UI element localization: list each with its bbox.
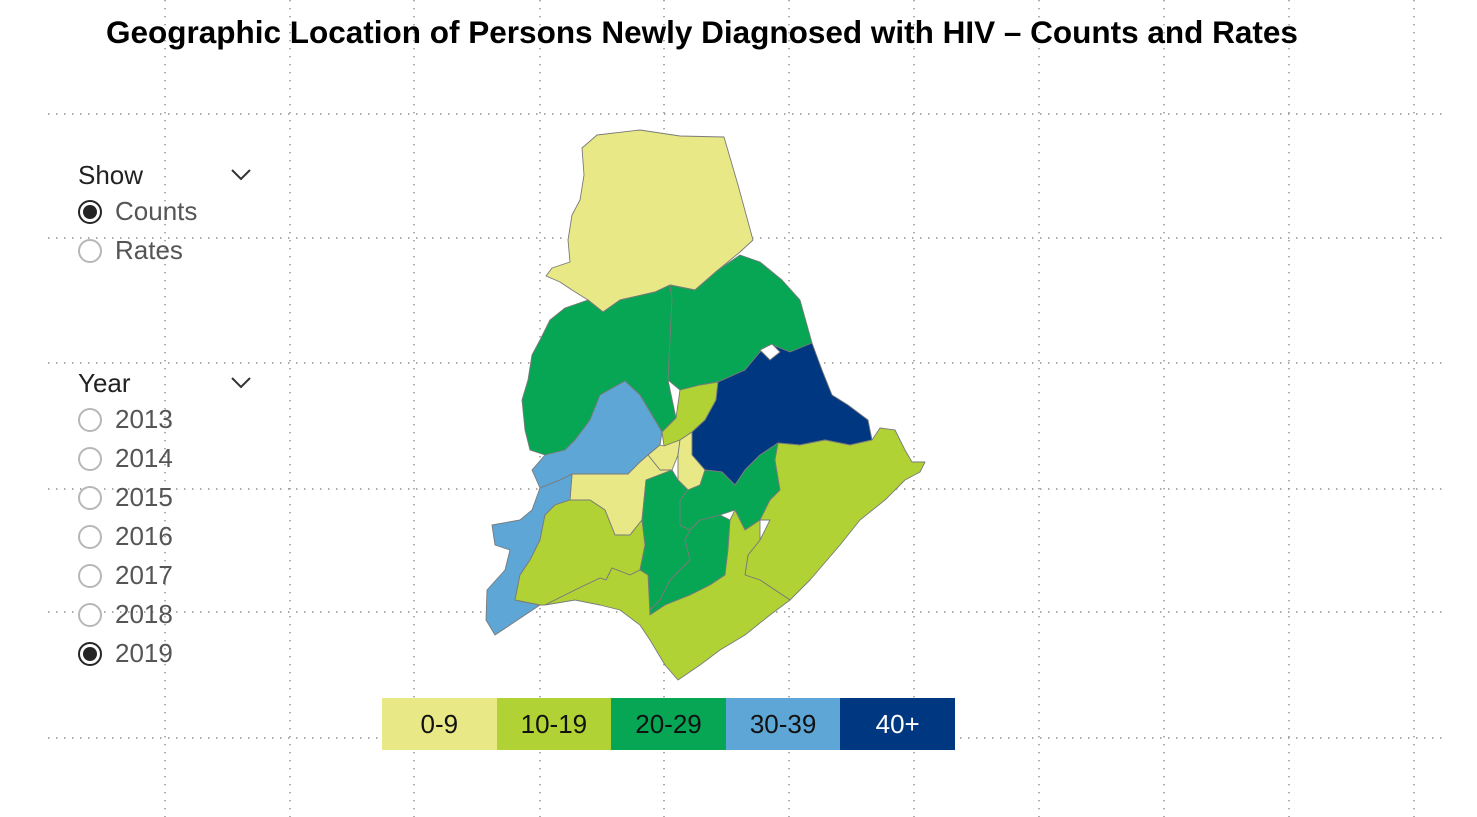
year-slicer-title: Year — [78, 367, 131, 398]
option-label: 2013 — [115, 404, 173, 434]
lake-hole — [759, 343, 781, 361]
legend-item-20-29: 20-29 — [611, 698, 726, 750]
option-label: 2019 — [115, 638, 173, 668]
year-option-2019[interactable]: 2019 — [78, 634, 268, 673]
chevron-down-icon[interactable] — [230, 376, 252, 390]
legend-label: 40+ — [875, 708, 920, 739]
year-option-2015[interactable]: 2015 — [78, 478, 268, 517]
year-option-2017[interactable]: 2017 — [78, 556, 268, 595]
show-option-counts[interactable]: Counts — [78, 192, 268, 231]
option-label: 2018 — [115, 599, 173, 629]
radio-button-icon[interactable] — [78, 199, 102, 224]
show-slicer: Show Counts Rates — [78, 158, 268, 270]
show-slicer-title: Show — [78, 159, 144, 190]
map-region[interactable] — [744, 427, 926, 601]
year-option-2013[interactable]: 2013 — [78, 400, 268, 439]
radio-button-icon[interactable] — [78, 602, 102, 627]
option-label: 2015 — [115, 482, 173, 512]
year-option-2018[interactable]: 2018 — [78, 595, 268, 634]
year-option-2014[interactable]: 2014 — [78, 439, 268, 478]
choropleth-map — [485, 129, 926, 681]
map-region[interactable] — [544, 509, 791, 681]
year-slicer: Year 2013 2014 2015 2016 2017 2018 2019 — [78, 366, 268, 673]
chevron-down-icon[interactable] — [230, 168, 252, 182]
show-option-rates[interactable]: Rates — [78, 231, 268, 270]
year-option-2016[interactable]: 2016 — [78, 517, 268, 556]
legend-label: 30-39 — [749, 708, 817, 739]
radio-button-icon[interactable] — [78, 524, 102, 549]
option-label: 2014 — [115, 443, 173, 473]
option-label: Counts — [115, 196, 198, 226]
option-label: 2016 — [115, 521, 173, 551]
option-label: 2017 — [115, 560, 173, 590]
legend-item-0-9: 0-9 — [382, 698, 497, 750]
year-slicer-header: Year — [78, 366, 268, 400]
radio-button-icon[interactable] — [78, 563, 102, 588]
legend-label: 10-19 — [520, 708, 588, 739]
legend-item-40-plus: 40+ — [840, 698, 955, 750]
page-title: Geographic Location of Persons Newly Dia… — [106, 14, 1298, 50]
legend-label: 20-29 — [635, 708, 702, 739]
show-slicer-header: Show — [78, 158, 268, 192]
legend-item-10-19: 10-19 — [496, 698, 612, 750]
radio-button-icon[interactable] — [78, 446, 102, 471]
legend-item-30-39: 30-39 — [725, 698, 841, 750]
legend-label: 0-9 — [420, 708, 459, 739]
radio-button-icon[interactable] — [78, 641, 102, 666]
option-label: Rates — [115, 235, 183, 265]
radio-button-icon[interactable] — [78, 485, 102, 510]
radio-button-icon[interactable] — [78, 407, 102, 432]
map-legend: 0-9 10-19 20-29 30-39 40+ — [382, 698, 955, 750]
radio-button-icon[interactable] — [78, 238, 102, 263]
